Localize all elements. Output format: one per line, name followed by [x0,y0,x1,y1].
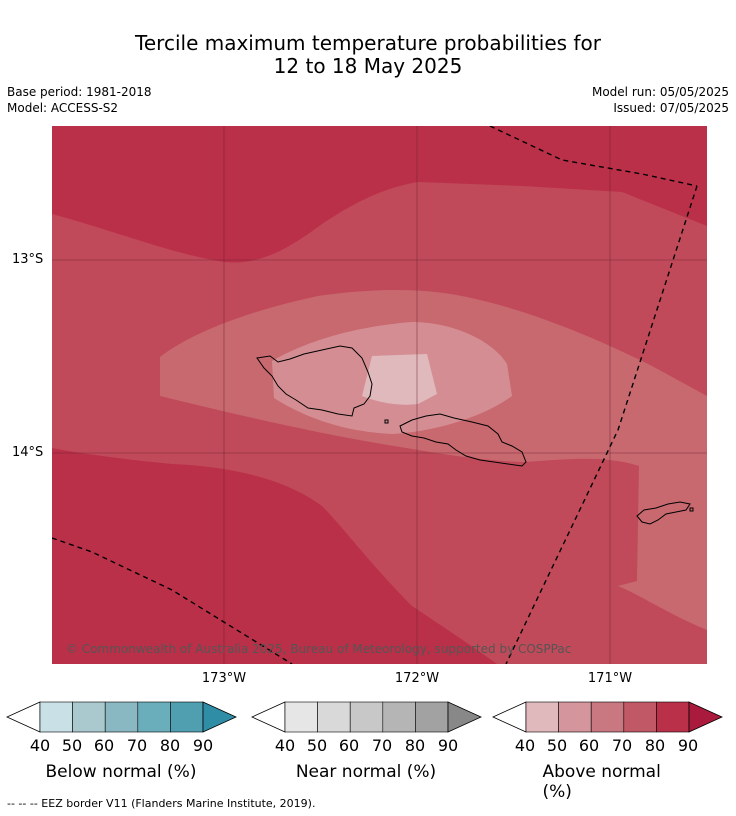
cb-below-tick: 40 [29,736,51,755]
cb-below-tick: 80 [159,736,181,755]
cb-above-tick: 70 [611,736,633,755]
islands [256,345,694,525]
cb-above-tick: 50 [546,736,568,755]
region-50 [362,354,437,405]
aunuu-islet [689,507,694,512]
colorbar-near-max-arrow [447,701,482,733]
savaii-island [256,345,373,417]
colorbar-above-max-arrow [688,701,723,733]
colorbar-below-segments [39,701,204,733]
colorbar-below-label: Below normal (%) [45,762,197,782]
cb-near-tick: 60 [338,736,360,755]
colorbar-segment [72,701,106,733]
colorbar-segment [590,701,625,733]
manono-islet [384,419,389,424]
colorbar-near-min-arrow [251,701,286,733]
colorbar-above-segments [525,701,690,733]
colorbar-above-min-arrow [492,701,527,733]
base-period: Base period: 1981-2018 [7,85,152,99]
colorbar-segment [382,701,416,733]
map-title: Tercile maximum temperature probabilitie… [0,32,736,78]
colorbar-near-normal [251,701,482,733]
colorbar-near-label: Near normal (%) [295,762,437,782]
eez-border-north [489,126,698,187]
colorbar-above-normal [492,701,723,733]
lat-label-13s: 13°S [12,252,44,267]
cb-above-tick: 90 [677,736,699,755]
eez-border-east [505,185,698,664]
colorbar-segment [558,701,592,733]
issued-date: Issued: 07/05/2025 [613,101,729,115]
cb-near-tick: 70 [371,736,393,755]
colorbar-below-min-arrow [6,701,41,733]
copyright-notice: © Commonwealth of Australia 2025, Bureau… [66,642,572,656]
colorbar-below-max-arrow [202,701,237,733]
eez-border-southwest [52,537,293,664]
colorbar-near-segments [284,701,449,733]
model-name: Model: ACCESS-S2 [7,101,119,115]
probability-map [52,126,707,664]
cb-above-tick: 60 [578,736,600,755]
colorbar-segment [39,701,73,733]
lon-label-171w: 171°W [587,671,633,686]
colorbar-segment [415,701,449,733]
colorbar-segment [284,701,318,733]
graticule [52,126,707,664]
cb-below-tick: 90 [192,736,214,755]
cb-near-tick: 90 [437,736,459,755]
colorbar-segment [104,701,139,733]
colorbar-segment [317,701,351,733]
colorbar-above-label: Above normal (%) [542,762,661,802]
model-run: Model run: 05/05/2025 [591,85,729,99]
colorbar-below-normal [6,701,237,733]
colorbar-segment [656,701,690,733]
cb-below-tick: 50 [61,736,83,755]
colorbar-segment [349,701,384,733]
tutuila-island [636,501,691,525]
title-line-2: 12 to 18 May 2025 [273,54,463,78]
lat-label-14s: 14°S [12,445,44,460]
eez-legend-note: -- -- -- EEZ border V11 (Flanders Marine… [7,797,316,810]
colorbar-segment [525,701,559,733]
colorbar-segment [170,701,204,733]
lon-label-173w: 173°W [201,671,247,686]
cb-above-tick: 40 [514,736,536,755]
cb-near-tick: 80 [404,736,426,755]
eez-borders [52,126,698,664]
title-line-1: Tercile maximum temperature probabilitie… [135,31,601,55]
colorbar-segment [623,701,657,733]
upolu-island [399,413,527,467]
lon-label-172w: 172°W [394,671,440,686]
cb-below-tick: 60 [93,736,115,755]
cb-above-tick: 80 [644,736,666,755]
cb-below-tick: 70 [126,736,148,755]
cb-near-tick: 40 [274,736,296,755]
meta-right: Model run: 05/05/2025 Issued: 07/05/2025 [592,84,729,116]
colorbar-segment [137,701,171,733]
meta-left: Base period: 1981-2018 Model: ACCESS-S2 [7,84,152,116]
cb-near-tick: 50 [306,736,328,755]
